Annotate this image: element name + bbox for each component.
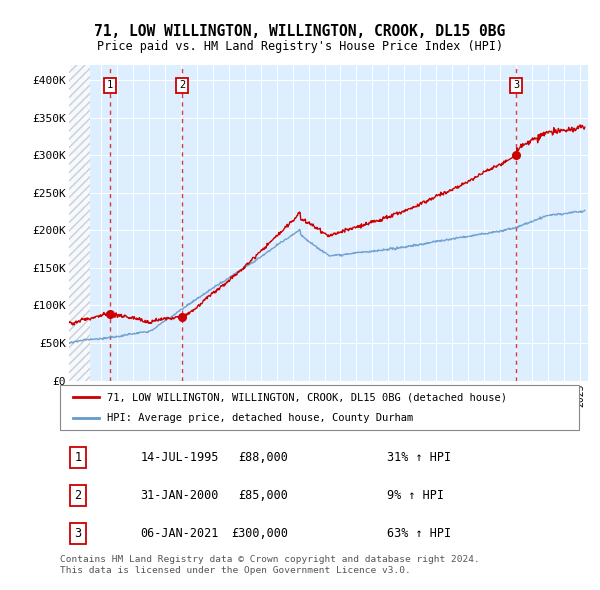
Text: This data is licensed under the Open Government Licence v3.0.: This data is licensed under the Open Gov… (60, 566, 411, 575)
Text: 2: 2 (179, 80, 185, 90)
Text: 71, LOW WILLINGTON, WILLINGTON, CROOK, DL15 0BG: 71, LOW WILLINGTON, WILLINGTON, CROOK, D… (94, 24, 506, 38)
Text: £85,000: £85,000 (238, 489, 289, 502)
Text: 06-JAN-2021: 06-JAN-2021 (140, 527, 219, 540)
Text: 1: 1 (74, 451, 82, 464)
Text: 1: 1 (106, 80, 113, 90)
Text: 71, LOW WILLINGTON, WILLINGTON, CROOK, DL15 0BG (detached house): 71, LOW WILLINGTON, WILLINGTON, CROOK, D… (107, 392, 507, 402)
Text: £88,000: £88,000 (238, 451, 289, 464)
Text: 3: 3 (514, 80, 520, 90)
Text: 63% ↑ HPI: 63% ↑ HPI (387, 527, 451, 540)
Text: £300,000: £300,000 (232, 527, 289, 540)
Text: 14-JUL-1995: 14-JUL-1995 (140, 451, 219, 464)
Text: 9% ↑ HPI: 9% ↑ HPI (387, 489, 444, 502)
Text: 2: 2 (74, 489, 82, 502)
Text: Contains HM Land Registry data © Crown copyright and database right 2024.: Contains HM Land Registry data © Crown c… (60, 555, 480, 563)
Text: 31% ↑ HPI: 31% ↑ HPI (387, 451, 451, 464)
FancyBboxPatch shape (60, 385, 579, 430)
Text: 31-JAN-2000: 31-JAN-2000 (140, 489, 219, 502)
Text: 3: 3 (74, 527, 82, 540)
Text: HPI: Average price, detached house, County Durham: HPI: Average price, detached house, Coun… (107, 412, 413, 422)
Text: Price paid vs. HM Land Registry's House Price Index (HPI): Price paid vs. HM Land Registry's House … (97, 40, 503, 53)
